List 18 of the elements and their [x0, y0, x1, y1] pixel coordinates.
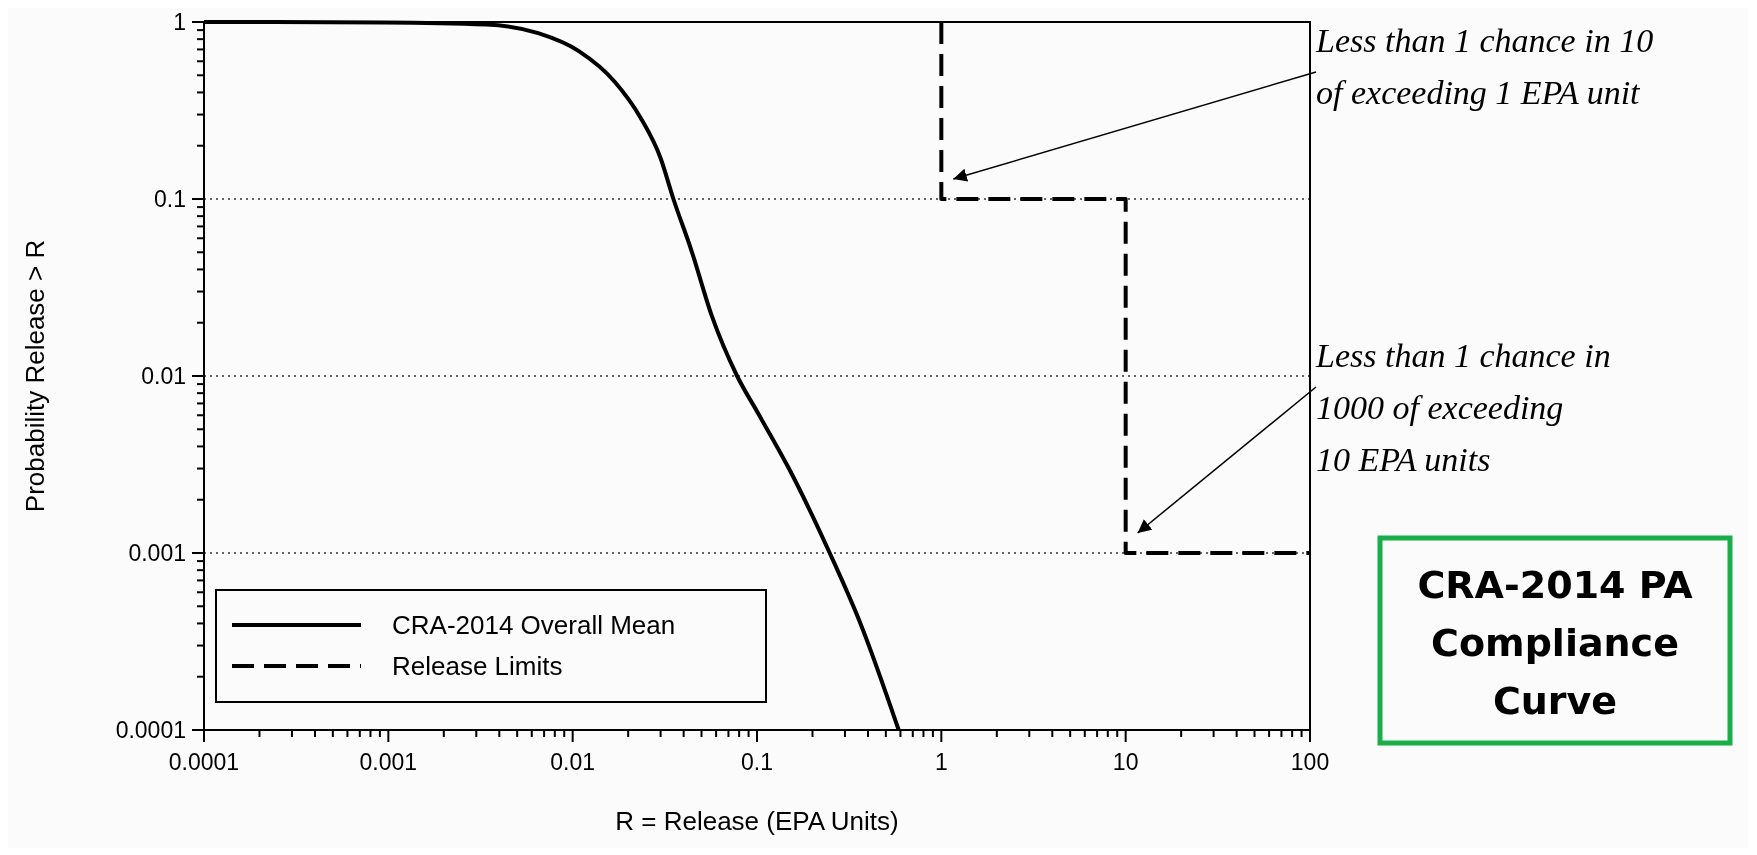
legend-label: CRA-2014 Overall Mean: [392, 610, 676, 640]
x-tick-label: 1: [934, 749, 948, 775]
x-tick-label: 100: [1290, 749, 1330, 775]
y-tick-label: 0.001: [128, 540, 186, 566]
x-tick-label: 0.01: [550, 749, 596, 775]
text: Less than 1 chance in 1000 of exceeding 10 EPA units: [1315, 337, 1611, 478]
x-axis-title: R = Release (EPA Units): [615, 806, 899, 836]
y-tick-label: 0.1: [154, 186, 186, 212]
legend-label: Release Limits: [392, 651, 563, 681]
text: Less than 1 chance in 10 of exceeding 1 EPA unit: [1315, 22, 1654, 111]
y-tick-label: 0.0001: [115, 717, 186, 743]
y-axis-title: Probability Release > R: [20, 239, 50, 513]
x-tick-label: 0.1: [741, 749, 773, 775]
x-tick-label: 10: [1112, 749, 1139, 775]
y-tick-label: 0.01: [141, 363, 186, 389]
x-tick-label: 0.001: [359, 749, 418, 775]
text: CRA-2014 PA Compliance Curve: [1417, 563, 1694, 723]
y-tick-label: 1: [173, 9, 186, 35]
